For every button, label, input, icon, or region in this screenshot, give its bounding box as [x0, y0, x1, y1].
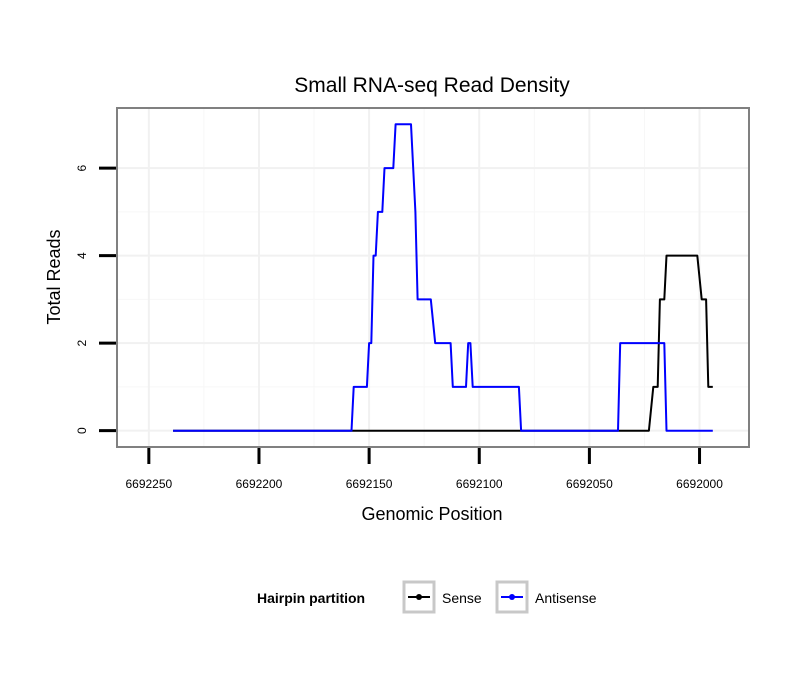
x-tick-label: 6692150: [346, 477, 393, 491]
x-tick-label: 6692200: [236, 477, 283, 491]
legend-label: Antisense: [535, 590, 597, 606]
chart-title: Small RNA-seq Read Density: [294, 74, 570, 97]
y-tick-label: 2: [75, 339, 89, 346]
y-axis: 0 2 4 6: [75, 164, 116, 434]
x-tick-label: 6692000: [676, 477, 723, 491]
x-tick-label: 6692050: [566, 477, 613, 491]
data-series: [173, 123, 713, 432]
y-tick-label: 6: [75, 164, 89, 171]
legend-key-point: [509, 594, 515, 600]
y-tick-label: 4: [75, 252, 89, 259]
legend: Hairpin partition Sense Antisense: [257, 580, 597, 614]
x-tick-label: 6692250: [125, 477, 172, 491]
grid-lines: [118, 109, 748, 446]
y-tick-label: 0: [75, 427, 89, 434]
x-axis-title: Genomic Position: [361, 504, 502, 524]
series-line-sense: [173, 254, 713, 432]
legend-title: Hairpin partition: [257, 590, 365, 606]
plot-panel-border: [116, 107, 750, 448]
legend-entry-antisense: Antisense: [495, 580, 597, 614]
y-axis-title: Total Reads: [44, 229, 64, 324]
series-line-antisense: [173, 123, 713, 432]
legend-label: Sense: [442, 590, 482, 606]
x-axis: 6692250 6692200 6692150 6692100 6692050 66920…: [125, 448, 723, 491]
legend-entry-sense: Sense: [402, 580, 482, 614]
legend-key-point: [416, 594, 422, 600]
x-tick-label: 6692100: [456, 477, 503, 491]
